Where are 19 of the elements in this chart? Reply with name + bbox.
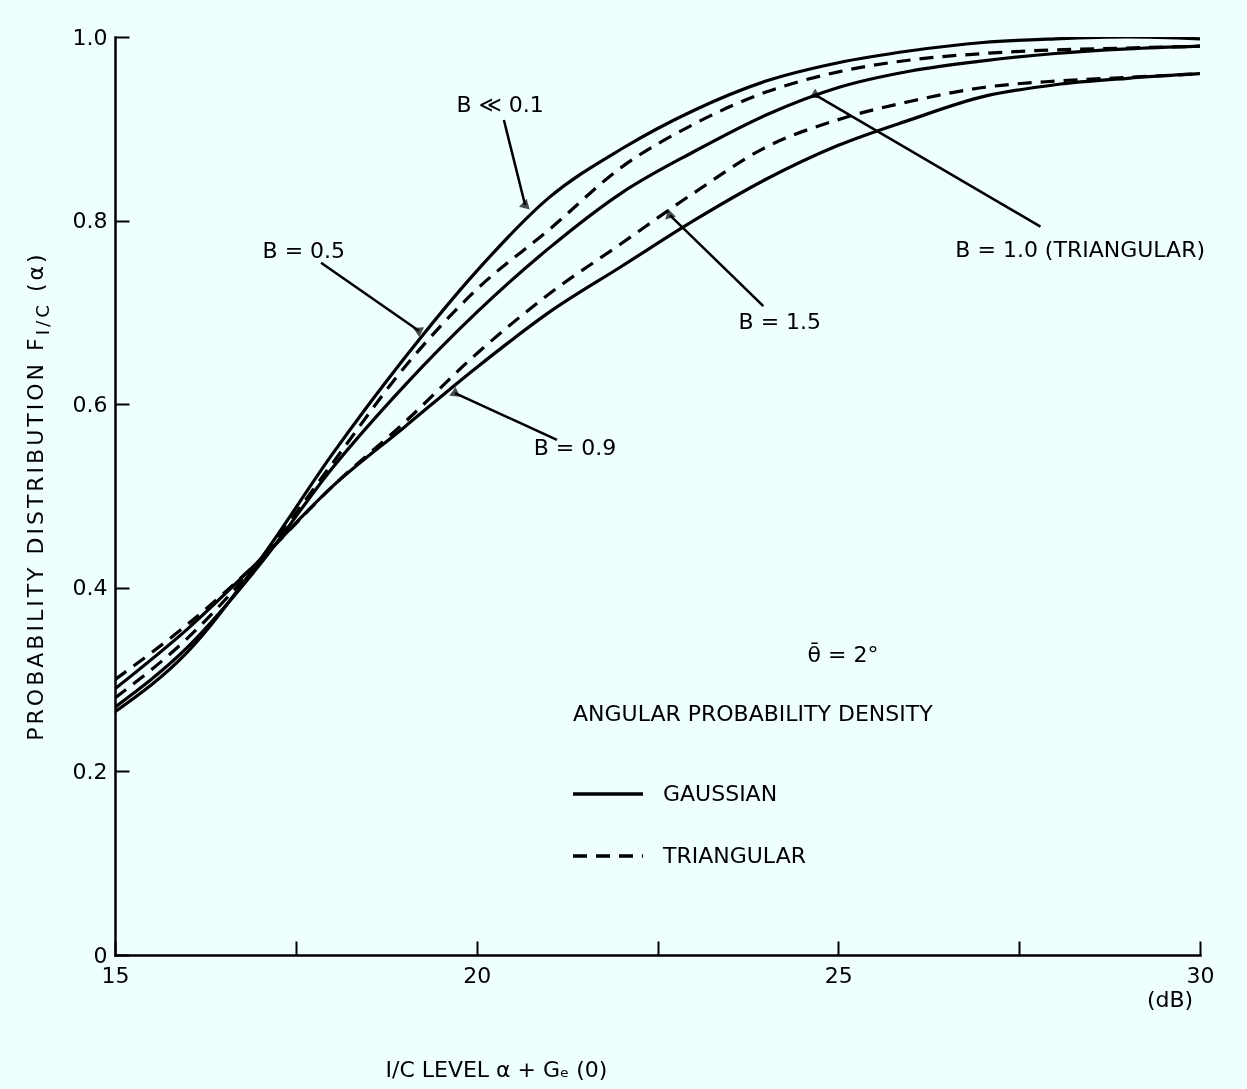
legend-label: GAUSSIAN [663, 781, 778, 806]
annotation: B = 0.5 [262, 237, 346, 263]
annotation: B ≪ 0.1 [456, 91, 544, 117]
x-tick-label: 20 [463, 962, 492, 988]
text: (dB) [1146, 987, 1194, 1012]
annotation: θ̄ = 2° [807, 641, 879, 667]
y-tick-label: 0.6 [72, 391, 108, 417]
y-tick-label: 0.4 [72, 575, 108, 601]
annotation: B = 0.9 [533, 435, 617, 461]
x-tick-label: 30 [1186, 962, 1215, 988]
legend-title: ANGULAR PROBABILITY DENSITY [573, 701, 934, 726]
y-tick-label: 1.0 [72, 24, 108, 50]
x-tick-label: 25 [824, 962, 853, 988]
annotation: B = 1.0 (TRIANGULAR) [955, 236, 1206, 262]
y-tick-label: 0.8 [72, 208, 108, 234]
annotation: B = 1.5 [738, 309, 822, 335]
y-tick-label: 0.2 [72, 758, 108, 784]
x-axis-title: I/C LEVEL α + Gₑ (0) [385, 1056, 608, 1082]
legend-label: TRIANGULAR [662, 843, 806, 868]
